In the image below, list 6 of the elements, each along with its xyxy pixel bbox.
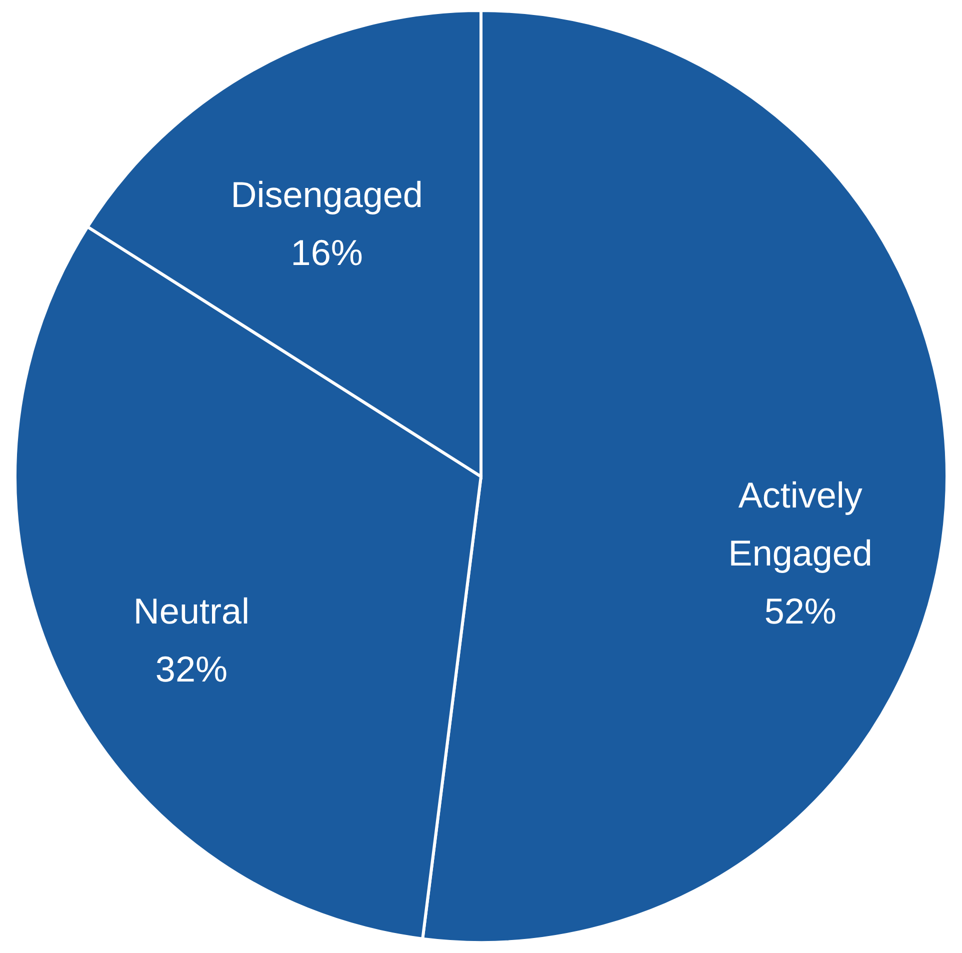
slice-label: Actively Engaged bbox=[728, 474, 872, 574]
slice-label: Neutral bbox=[133, 590, 250, 632]
data-label: 32% bbox=[155, 648, 228, 690]
slice-label: Disengaged bbox=[230, 174, 423, 216]
data-label: 16% bbox=[290, 232, 363, 274]
data-label: 52% bbox=[764, 590, 836, 632]
